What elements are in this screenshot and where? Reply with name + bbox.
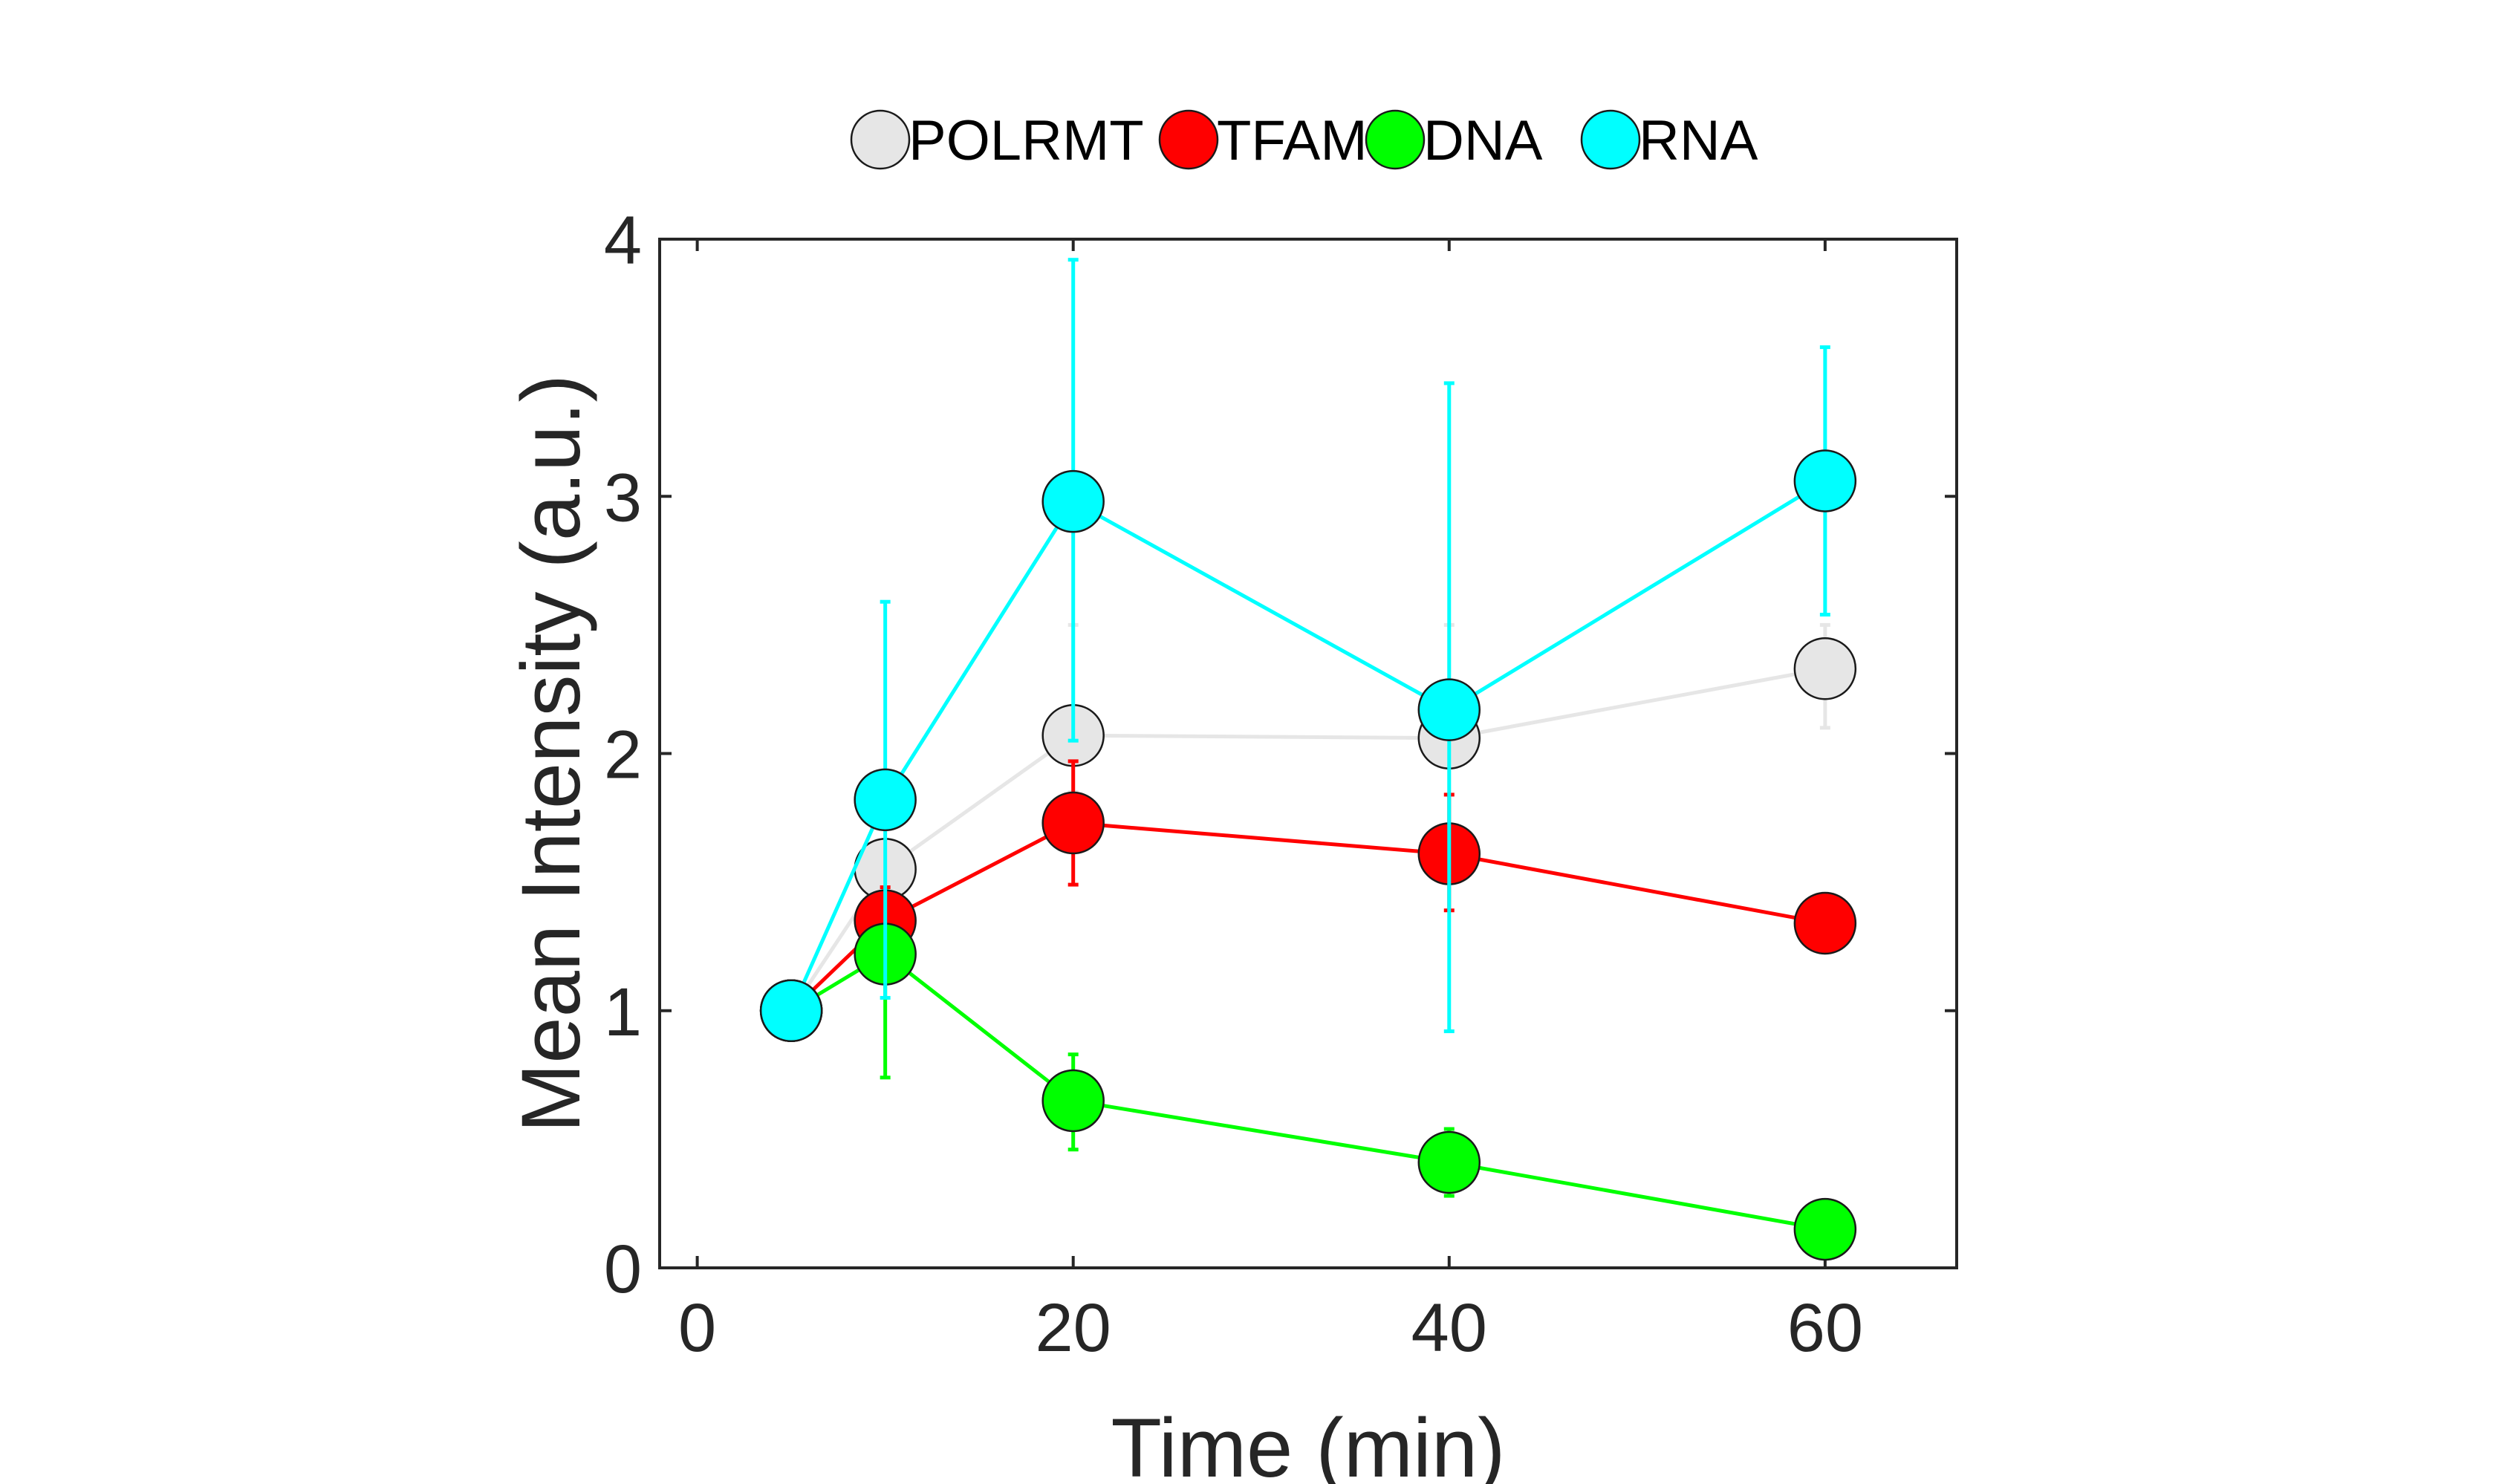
x-tick-label: 40 — [1411, 1290, 1487, 1366]
data-point-dna — [1417, 1130, 1481, 1194]
data-point-tfam — [1041, 791, 1105, 855]
x-tick-label: 60 — [1787, 1290, 1863, 1366]
legend-item-rna: RNA — [1580, 109, 1758, 172]
y-tick-label: 2 — [604, 717, 642, 793]
series-rna — [759, 258, 1857, 1042]
plot-area-frame — [658, 238, 1958, 1269]
y-tick-label: 4 — [604, 203, 642, 279]
y-tick-label: 1 — [604, 974, 642, 1050]
legend-item-dna: DNA — [1365, 109, 1543, 172]
data-point-tfam — [1793, 891, 1857, 955]
data-point-rna — [854, 768, 917, 832]
x-axis-ticks: 0 20 40 60 — [678, 239, 1863, 1366]
y-tick-label: 0 — [604, 1231, 642, 1307]
chart-legend: POLRMT TFAM DNA RNA — [850, 109, 1758, 172]
y-axis-label: Mean Intensity (a.u.) — [504, 374, 597, 1133]
data-point-rna — [1793, 449, 1857, 512]
x-tick-label: 20 — [1036, 1290, 1111, 1366]
data-point-dna — [1041, 1069, 1105, 1133]
data-point-rna — [1041, 469, 1105, 533]
x-axis-label: Time (min) — [1111, 1402, 1506, 1484]
legend-marker-dna — [1365, 109, 1426, 170]
legend-item-polrmt: POLRMT — [850, 109, 1144, 172]
legend-marker-tfam — [1158, 109, 1219, 170]
legend-item-tfam: TFAM — [1158, 109, 1368, 172]
legend-label-tfam: TFAM — [1217, 109, 1368, 172]
legend-label-rna: RNA — [1639, 109, 1758, 172]
legend-label-polrmt: POLRMT — [909, 109, 1144, 172]
legend-label-dna: DNA — [1423, 109, 1543, 172]
y-tick-label: 3 — [604, 460, 642, 536]
x-tick-label: 0 — [678, 1290, 716, 1366]
y-axis-ticks: 0 1 2 3 4 — [604, 203, 1957, 1307]
series-layer — [759, 258, 1857, 1261]
data-point-rna — [1417, 678, 1481, 741]
data-point-dna — [1793, 1197, 1857, 1261]
legend-marker-polrmt — [850, 109, 911, 170]
legend-marker-rna — [1580, 109, 1641, 170]
data-point-rna — [759, 979, 823, 1042]
data-point-polrmt — [1793, 637, 1857, 700]
